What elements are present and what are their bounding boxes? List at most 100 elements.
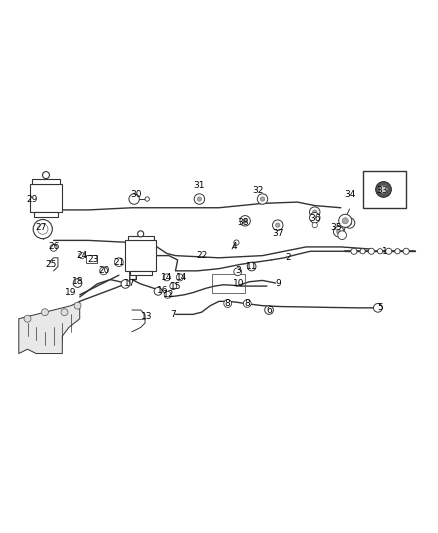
Circle shape [376, 182, 391, 197]
Text: 31: 31 [194, 181, 205, 190]
Circle shape [194, 194, 205, 204]
Text: 16: 16 [157, 286, 168, 295]
Text: 25: 25 [46, 260, 57, 269]
Circle shape [374, 303, 382, 312]
Circle shape [243, 219, 247, 223]
Text: 20: 20 [98, 266, 110, 276]
Text: 17: 17 [124, 279, 135, 288]
Circle shape [344, 218, 355, 228]
Text: 22: 22 [196, 251, 207, 260]
Circle shape [138, 231, 144, 237]
Circle shape [333, 227, 344, 237]
Text: 7: 7 [170, 310, 176, 319]
Circle shape [247, 262, 256, 271]
Circle shape [342, 218, 348, 224]
Text: 11: 11 [246, 262, 258, 271]
Text: 14: 14 [161, 273, 173, 282]
Circle shape [121, 279, 130, 288]
Circle shape [42, 309, 48, 316]
Circle shape [224, 300, 232, 308]
Text: 8: 8 [244, 299, 250, 308]
Text: 23: 23 [87, 255, 99, 264]
Text: 10: 10 [233, 279, 244, 288]
Circle shape [276, 223, 280, 228]
Circle shape [313, 210, 317, 214]
Circle shape [79, 253, 85, 259]
Bar [34, 212, 58, 217]
Circle shape [395, 249, 400, 254]
Circle shape [360, 249, 365, 254]
Circle shape [310, 213, 320, 223]
Text: 32: 32 [252, 186, 264, 195]
Circle shape [368, 248, 374, 254]
Text: 13: 13 [141, 312, 153, 321]
Circle shape [74, 302, 81, 309]
Bar [32, 179, 60, 184]
Text: 3: 3 [236, 266, 241, 276]
Circle shape [73, 279, 82, 287]
Text: 33: 33 [376, 186, 388, 195]
Circle shape [163, 274, 170, 281]
Text: 36: 36 [309, 214, 321, 223]
Circle shape [272, 220, 283, 230]
Bar [363, 171, 406, 208]
Circle shape [177, 274, 184, 281]
Text: 14: 14 [177, 273, 188, 282]
Circle shape [38, 224, 48, 235]
Circle shape [197, 197, 201, 201]
Text: 12: 12 [163, 290, 175, 300]
Bar [86, 255, 97, 263]
Circle shape [312, 223, 318, 228]
Circle shape [240, 215, 251, 226]
Text: 4: 4 [231, 243, 237, 252]
Circle shape [244, 300, 251, 308]
Text: 8: 8 [225, 299, 230, 308]
Circle shape [234, 240, 239, 245]
Circle shape [24, 315, 31, 322]
Text: 30: 30 [131, 190, 142, 199]
Circle shape [33, 220, 52, 239]
Circle shape [61, 309, 68, 316]
Circle shape [170, 282, 177, 289]
Circle shape [100, 267, 108, 275]
Text: 1: 1 [381, 247, 387, 256]
Circle shape [386, 248, 392, 254]
Text: 21: 21 [113, 257, 124, 266]
Circle shape [379, 185, 388, 194]
Text: 37: 37 [272, 229, 283, 238]
Circle shape [260, 197, 265, 201]
Circle shape [234, 268, 242, 276]
Polygon shape [19, 301, 80, 353]
Circle shape [403, 248, 409, 254]
Text: 6: 6 [266, 305, 272, 314]
Text: 15: 15 [170, 281, 181, 290]
Text: 29: 29 [26, 195, 38, 204]
Circle shape [115, 258, 123, 266]
Circle shape [164, 292, 171, 298]
Circle shape [129, 194, 139, 204]
Circle shape [339, 214, 352, 228]
Text: 27: 27 [35, 223, 46, 232]
Circle shape [378, 249, 383, 254]
Text: 34: 34 [344, 190, 355, 199]
Circle shape [351, 248, 357, 254]
Bar [130, 271, 152, 275]
Circle shape [338, 231, 346, 239]
Circle shape [257, 194, 268, 204]
Circle shape [336, 230, 341, 234]
Circle shape [265, 305, 273, 314]
Text: 35: 35 [331, 223, 342, 232]
Bar [125, 240, 156, 271]
Text: 38: 38 [237, 219, 249, 228]
Text: 18: 18 [72, 277, 83, 286]
Circle shape [50, 244, 57, 251]
Circle shape [310, 207, 320, 217]
Text: 2: 2 [286, 253, 291, 262]
Circle shape [145, 197, 149, 201]
Circle shape [154, 287, 162, 295]
Text: 19: 19 [65, 288, 77, 297]
Bar [30, 184, 62, 212]
Circle shape [42, 172, 49, 179]
Text: 5: 5 [377, 303, 383, 312]
Text: 24: 24 [76, 251, 88, 260]
